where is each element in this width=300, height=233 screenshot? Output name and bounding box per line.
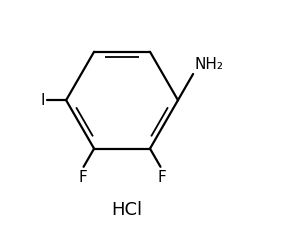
Text: F: F [157,170,166,185]
Text: F: F [78,170,87,185]
Text: HCl: HCl [111,201,142,219]
Text: I: I [40,93,45,108]
Text: NH₂: NH₂ [195,57,224,72]
